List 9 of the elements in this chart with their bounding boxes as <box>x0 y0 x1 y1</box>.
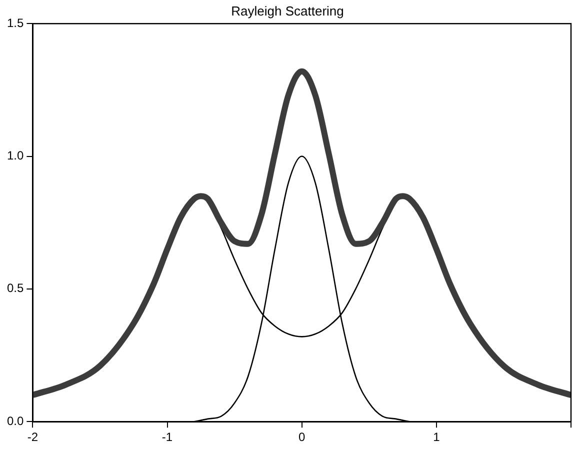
y-tick-label: 0.0 <box>6 414 24 428</box>
y-tick-label: 1.0 <box>6 148 24 163</box>
chart-title: Rayleigh Scattering <box>231 3 344 18</box>
x-tick-label: -2 <box>27 430 38 444</box>
y-tick-label: 1.5 <box>6 16 24 30</box>
x-tick-label: 1 <box>433 430 440 444</box>
x-tick-label: -1 <box>162 430 173 444</box>
x-tick-label: 0 <box>298 430 306 444</box>
y-tick-label: 0.5 <box>6 281 24 296</box>
